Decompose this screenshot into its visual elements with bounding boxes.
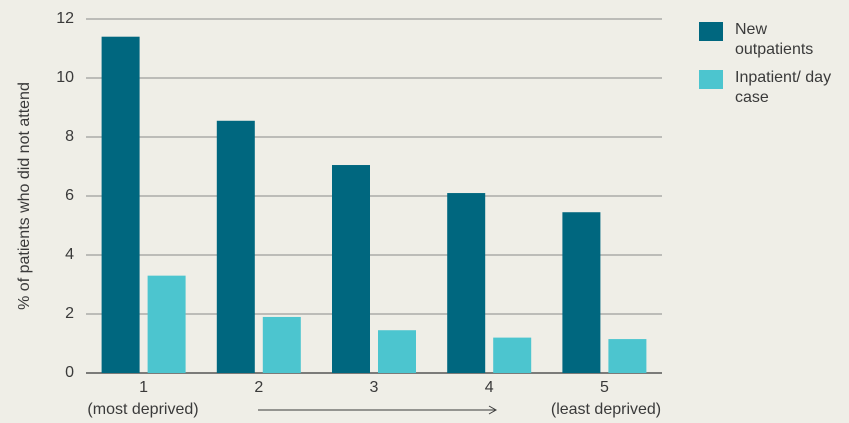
legend-item: Inpatient/ day case	[699, 68, 839, 108]
y-tick-label: 6	[65, 187, 74, 204]
bar	[262, 316, 301, 373]
bar	[562, 212, 601, 373]
y-tick-label: 10	[56, 69, 74, 86]
y-axis-label: % of patients who did not attend	[16, 82, 33, 310]
legend-label: New outpatients	[735, 21, 814, 58]
x-tick-label: 5	[600, 379, 609, 396]
y-tick-label: 4	[65, 246, 74, 263]
bar	[147, 275, 186, 373]
x-tick-label: 1	[139, 379, 148, 396]
x-tick-label: 4	[485, 379, 494, 396]
x-tick-label: 2	[254, 379, 263, 396]
y-tick-label: 0	[65, 364, 74, 381]
annotation: (most deprived)	[87, 401, 198, 418]
bar	[332, 165, 370, 373]
legend-label: Inpatient/ day case	[735, 69, 832, 106]
bar	[378, 330, 416, 373]
legend-swatch	[699, 22, 723, 41]
y-tick-label: 8	[65, 128, 74, 145]
arrow-head	[488, 405, 498, 415]
bar	[101, 36, 140, 373]
legend: New outpatients Inpatient/ day case	[699, 20, 839, 116]
legend-item: New outpatients	[699, 20, 839, 60]
bar	[608, 339, 647, 373]
x-tick-label: 3	[370, 379, 379, 396]
legend-swatch	[699, 70, 723, 89]
y-tick-label: 12	[56, 10, 74, 27]
y-tick-label: 2	[65, 305, 74, 322]
bar	[216, 120, 255, 374]
bar	[493, 337, 532, 373]
annotation: (least deprived)	[551, 401, 661, 418]
bar	[447, 193, 486, 373]
